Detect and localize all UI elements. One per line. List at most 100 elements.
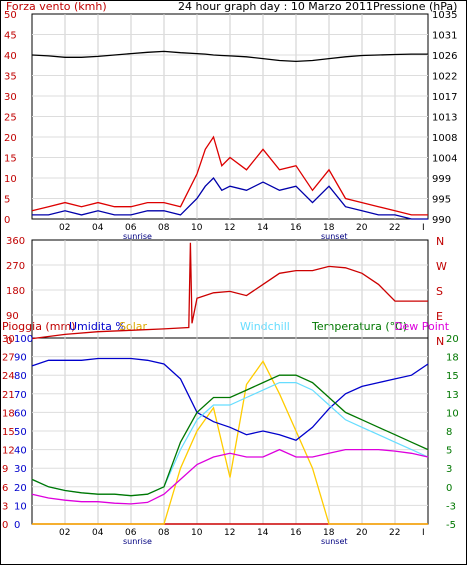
direction-ytick: 360 xyxy=(6,236,25,247)
legend-rain: Pioggia (mm) xyxy=(2,320,75,333)
rain-ytick: 30 xyxy=(2,334,15,345)
humidity-ytick: 0 xyxy=(14,520,20,531)
humidity-ytick: 90 xyxy=(14,353,27,364)
wind-xtick: 02 xyxy=(59,223,70,233)
wind-ytick: 10 xyxy=(4,174,17,185)
dewpoint-series-line xyxy=(31,448,429,505)
climate-xtick: 08 xyxy=(158,528,170,538)
climate-xtick: 10 xyxy=(191,528,203,538)
legend-temperature: Temperatura (°C) xyxy=(311,320,407,333)
temperature-ytick: 18 xyxy=(446,353,459,364)
wind-xtick: 14 xyxy=(257,223,269,233)
rain-ytick: 24 xyxy=(2,371,15,382)
humidity-ytick: 50 xyxy=(14,427,27,438)
sunrise-label-1: sunrise xyxy=(123,232,152,241)
climate-xtick: 18 xyxy=(323,528,335,538)
climate-xtick: 04 xyxy=(92,528,104,538)
humidity-ytick: 100 xyxy=(14,334,33,345)
compass-label: S xyxy=(436,285,443,298)
wind-ytick: 35 xyxy=(4,72,17,83)
temperature-ytick: -3 xyxy=(446,501,456,512)
climate-xtick: 14 xyxy=(257,528,269,538)
climate-xtick: 06 xyxy=(125,528,137,538)
wind-ytick: 5 xyxy=(4,195,10,206)
humidity-ytick: 80 xyxy=(14,371,27,382)
climate-xtick: I xyxy=(422,528,425,538)
temperature-ytick: 10 xyxy=(446,408,459,419)
pressure-ytick: 999 xyxy=(432,174,451,185)
pressure-ytick: 990 xyxy=(432,215,451,226)
pressure-ytick: 1008 xyxy=(432,133,457,144)
humidity-ytick: 40 xyxy=(14,446,27,457)
rain-ytick: 3 xyxy=(2,501,8,512)
rain-ytick: 9 xyxy=(2,464,8,475)
wind-xtick: 08 xyxy=(158,223,170,233)
wind-ytick: 15 xyxy=(4,154,17,165)
humidity-ytick: 70 xyxy=(14,390,27,401)
temperature-ytick: 3 xyxy=(446,464,452,475)
rain-ytick: 15 xyxy=(2,427,15,438)
wind-ytick: 25 xyxy=(4,113,17,124)
pressure-ytick: 1013 xyxy=(432,113,457,124)
direction-ytick: 0 xyxy=(6,336,12,347)
wind-xtick: 06 xyxy=(125,223,137,233)
wind-series-line xyxy=(31,135,428,216)
legend-humidity: Umidita % xyxy=(69,320,126,333)
humidity-ytick: 30 xyxy=(14,464,27,475)
direction-series-line xyxy=(31,242,428,340)
wind-ytick: 40 xyxy=(4,51,17,62)
climate-xtick: 12 xyxy=(224,528,235,538)
legend-dewpoint: Dew Point xyxy=(394,320,450,333)
compass-label: N xyxy=(436,235,444,248)
wind-xtick: 16 xyxy=(290,223,302,233)
temperature-ytick: 0 xyxy=(446,483,452,494)
temperature-ytick: 20 xyxy=(446,334,459,345)
pressure-ytick: 1026 xyxy=(432,51,457,62)
chart-layer: 0510152025303540455099099599910041008101… xyxy=(2,10,459,546)
wind-xtick: I xyxy=(422,223,425,233)
temperature-series-line xyxy=(31,374,429,497)
wind-xtick: 18 xyxy=(323,223,335,233)
wind-xtick: 12 xyxy=(224,223,235,233)
temperature-ytick: 15 xyxy=(446,371,459,382)
temperature-ytick: 5 xyxy=(446,446,452,457)
climate-xtick: 20 xyxy=(356,528,368,538)
pressure-ytick: 995 xyxy=(432,195,451,206)
direction-ytick: 270 xyxy=(6,261,25,272)
climate-xtick: 02 xyxy=(59,528,70,538)
humidity-ytick: 20 xyxy=(14,483,27,494)
rain-ytick: 12 xyxy=(2,446,15,457)
direction-ytick: 90 xyxy=(6,311,19,322)
humidity-series-line xyxy=(31,357,429,442)
climate-xtick: 22 xyxy=(389,528,400,538)
pressure-series-line xyxy=(31,50,428,63)
legend-windchill: Windchill xyxy=(240,320,290,333)
direction-ytick: 180 xyxy=(6,286,25,297)
rain-ytick: 0 xyxy=(2,520,8,531)
sunset-label-2: sunset xyxy=(321,537,348,546)
rain-ytick: 18 xyxy=(2,408,15,419)
wind-xtick: 20 xyxy=(356,223,368,233)
pressure-axis-label: Pressione (hPa) xyxy=(373,0,457,13)
temperature-ytick: -5 xyxy=(446,520,456,531)
wind-axis-label: Forza vento (kmh) xyxy=(6,0,107,13)
pressure-ytick: 1035 xyxy=(432,10,457,21)
wind-ytick: 20 xyxy=(4,133,17,144)
sunset-label-1: sunset xyxy=(321,232,348,241)
wind-avg-series-line xyxy=(32,176,428,220)
rain-ytick: 21 xyxy=(2,390,15,401)
temperature-ytick: 13 xyxy=(446,390,459,401)
compass-label: E xyxy=(436,310,443,323)
pressure-ytick: 1022 xyxy=(432,72,457,83)
wind-ytick: 50 xyxy=(4,10,17,21)
humidity-ytick: 60 xyxy=(14,408,27,419)
sunrise-label-2: sunrise xyxy=(123,537,152,546)
compass-label: N xyxy=(436,335,444,348)
pressure-ytick: 1004 xyxy=(432,154,457,165)
wind-xtick: 04 xyxy=(92,223,104,233)
climate-xtick: 16 xyxy=(290,528,302,538)
wind-ytick: 30 xyxy=(4,92,17,103)
pressure-ytick: 1017 xyxy=(432,92,457,103)
